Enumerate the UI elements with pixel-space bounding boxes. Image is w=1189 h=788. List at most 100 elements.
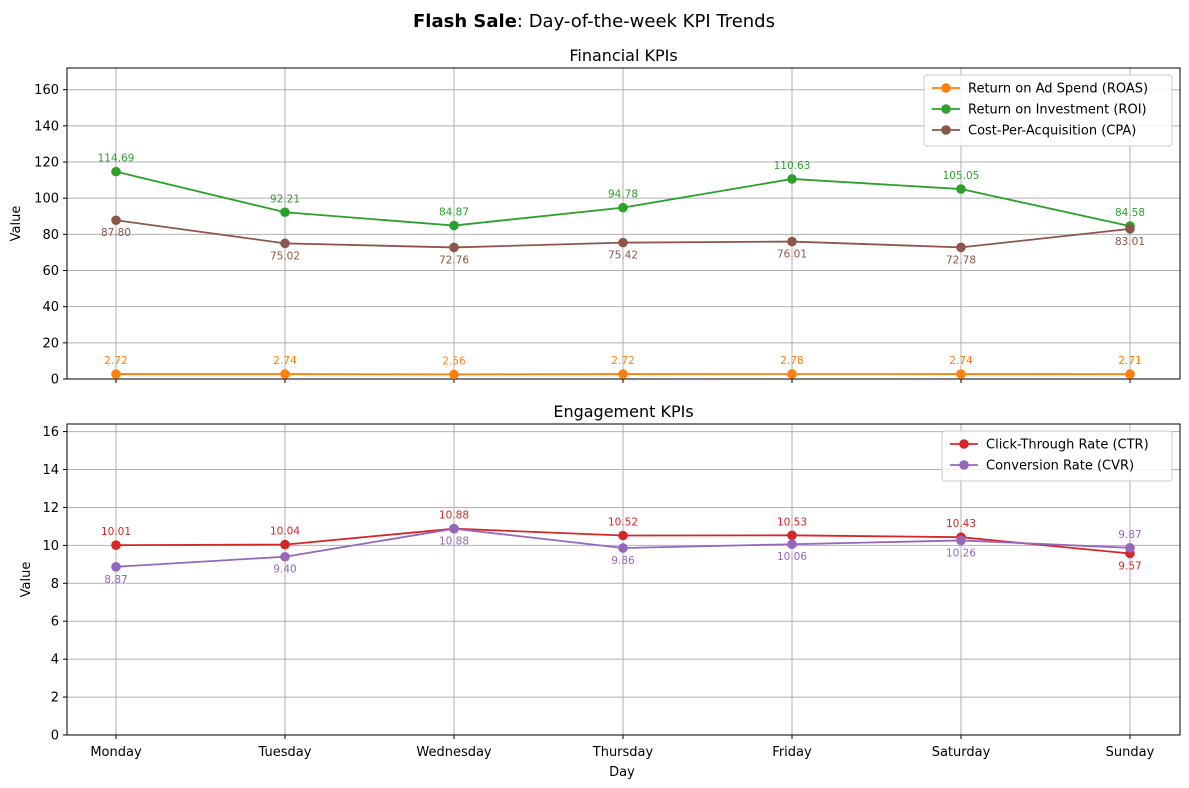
data-label: 10.01 [101, 526, 131, 538]
y-tick-label: 0 [51, 373, 59, 388]
x-tick-label: Saturday [932, 745, 991, 760]
data-point [280, 238, 290, 249]
data-point [449, 220, 459, 231]
data-label: 2.74 [949, 355, 973, 367]
data-point [111, 166, 121, 177]
y-tick-label: 0 [51, 729, 59, 744]
legend-swatch-marker [959, 460, 969, 470]
y-tick-label: 2 [51, 691, 59, 706]
legend-swatch-marker [941, 83, 951, 93]
legend-entry-label: Click-Through Rate (CTR) [986, 438, 1149, 453]
data-point [449, 523, 459, 534]
y-tick-label: 6 [51, 615, 59, 630]
data-point [618, 543, 628, 553]
data-label: 2.78 [780, 355, 803, 367]
subplot-title: Financial KPIs [569, 46, 677, 65]
data-label: 76.01 [777, 249, 807, 261]
data-label: 10.06 [777, 551, 807, 563]
data-point [618, 530, 628, 541]
data-label: 92.21 [270, 193, 300, 205]
data-point [449, 369, 459, 380]
data-point [1125, 543, 1135, 553]
figure-title: Flash Sale: Day-of-the-week KPI Trends [413, 11, 775, 32]
data-point [618, 202, 628, 213]
data-point [280, 539, 290, 550]
x-tick-label: Tuesday [258, 745, 312, 760]
legend-entry-label: Return on Investment (ROI) [968, 103, 1147, 118]
data-label: 110.63 [774, 160, 811, 172]
y-tick-label: 20 [42, 336, 59, 351]
data-label: 10.52 [608, 517, 638, 529]
y-tick-label: 14 [42, 463, 59, 478]
data-label: 10.43 [946, 518, 976, 530]
subplot-1: 0 20 40 60 80 100 120 140 160 Financial KPIs Value… [9, 46, 1181, 388]
subplot-title: Engagement KPIs [553, 402, 693, 421]
data-point [618, 237, 628, 248]
data-point [787, 236, 797, 247]
y-tick-label: 160 [34, 83, 59, 98]
data-label: 84.87 [439, 207, 469, 219]
legend-box [941, 430, 1173, 482]
data-point [111, 561, 121, 572]
x-tick-label: Wednesday [416, 745, 492, 760]
series-3: 87.80 75.02 72.76 75.42 76.01 72.78 83.01 [101, 215, 1145, 266]
data-point [280, 551, 290, 562]
data-point [111, 369, 121, 379]
x-tick-label: Thursday [592, 745, 654, 760]
y-tick-label: 4 [51, 653, 59, 668]
data-point [1125, 369, 1135, 379]
figure-title-bold: Flash Sale [413, 11, 517, 32]
data-label: 9.57 [1118, 561, 1141, 573]
legend-entry-label: Cost-Per-Acquisition (CPA) [968, 124, 1136, 139]
data-point [787, 369, 797, 379]
data-point [956, 242, 966, 253]
data-label: 9.40 [273, 564, 296, 576]
legend-swatch-marker [941, 104, 951, 114]
series-2: 8.87 9.40 10.88 9.86 10.06 10.26 9.87 [104, 523, 1142, 586]
data-label: 10.88 [439, 510, 469, 522]
data-point [956, 535, 966, 546]
legend: Return on Ad Spend (ROAS) Return on Inves… [923, 74, 1173, 147]
legend: Click-Through Rate (CTR) Conversion Rate … [941, 430, 1173, 482]
y-tick-label: 40 [42, 300, 59, 315]
y-tick-label: 8 [51, 577, 59, 592]
data-point [787, 530, 797, 541]
y-axis-label: Value [9, 206, 24, 242]
data-label: 10.53 [777, 516, 807, 528]
data-label: 2.56 [442, 355, 466, 367]
y-tick-label: 80 [42, 228, 59, 243]
data-label: 10.88 [439, 536, 469, 548]
figure-title-rest: : Day-of-the-week KPI Trends [517, 11, 775, 32]
data-point [1125, 224, 1135, 234]
data-point [787, 539, 797, 550]
data-point [111, 215, 121, 226]
x-tick-label: Sunday [1106, 745, 1155, 760]
data-label: 75.02 [270, 250, 300, 262]
data-point [956, 369, 966, 379]
data-label: 114.69 [98, 153, 135, 165]
series-2: 114.69 92.21 84.87 94.78 110.63 105.05 84.58 [98, 153, 1145, 231]
legend-entry-label: Return on Ad Spend (ROAS) [968, 82, 1148, 97]
y-tick-label: 60 [42, 264, 59, 279]
y-tick-label: 100 [34, 192, 59, 207]
y-tick-label: 140 [34, 119, 59, 134]
data-label: 75.42 [608, 250, 638, 262]
series-1: 2.72 2.74 2.56 2.72 2.78 2.74 2.71 [104, 355, 1142, 380]
data-point [280, 369, 290, 379]
data-label: 2.71 [1118, 355, 1141, 367]
y-tick-label: 16 [42, 425, 59, 440]
data-label: 2.72 [104, 355, 127, 367]
data-point [111, 540, 121, 550]
legend-swatch-marker [941, 125, 951, 135]
legend-swatch-marker [959, 439, 969, 449]
data-point [618, 369, 628, 379]
x-tick-label: Monday [90, 745, 142, 760]
data-label: 84.58 [1115, 207, 1145, 219]
data-label: 87.80 [101, 227, 131, 239]
data-point [449, 242, 459, 253]
legend-entry-label: Conversion Rate (CVR) [986, 459, 1134, 474]
data-label: 94.78 [608, 189, 638, 201]
data-label: 10.26 [946, 547, 976, 559]
